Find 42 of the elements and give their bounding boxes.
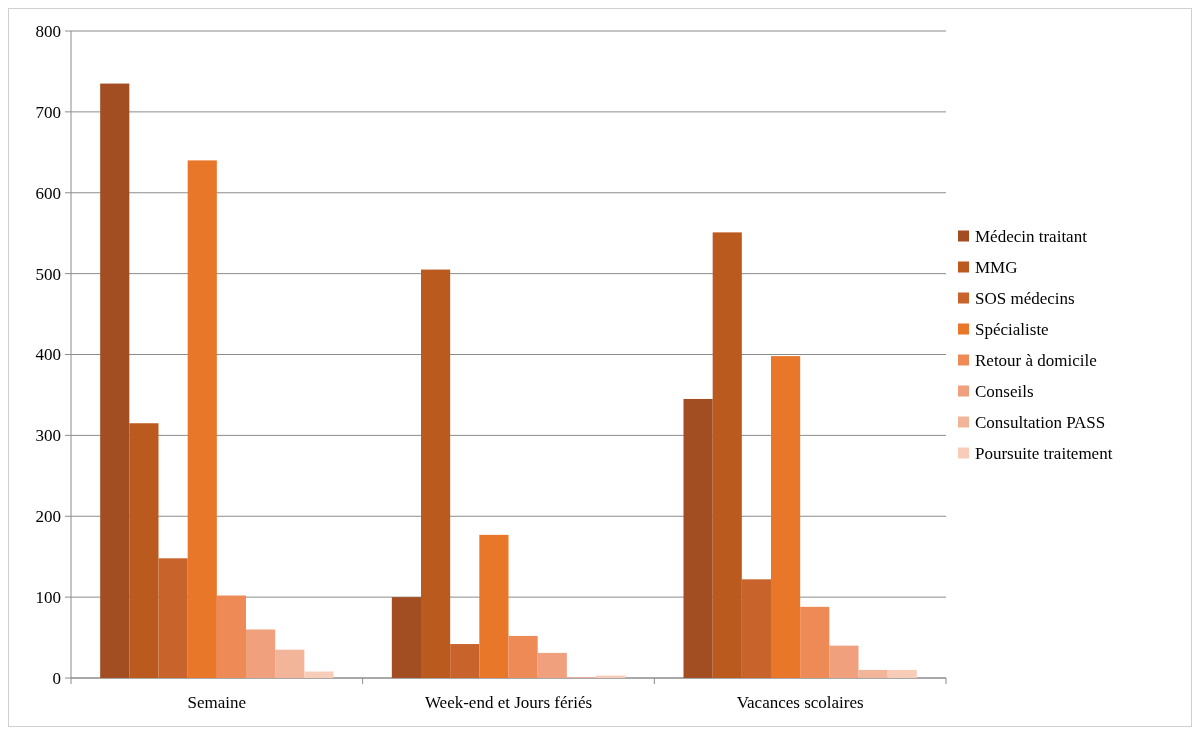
legend-label: Conseils <box>975 382 1034 402</box>
legend-label: Spécialiste <box>975 320 1049 340</box>
bar <box>158 558 188 678</box>
bar <box>887 669 917 678</box>
bar <box>858 669 888 678</box>
legend-label: Poursuite traitement <box>975 444 1113 464</box>
bar <box>100 83 130 678</box>
bar <box>508 635 538 678</box>
bar <box>450 644 480 678</box>
bar <box>771 356 801 678</box>
x-tick-label: Week-end et Jours fériés <box>424 693 593 712</box>
bar <box>741 579 771 678</box>
x-tick-label: Semaine <box>187 693 247 712</box>
x-tick-label: Vacances scolaires <box>736 693 864 712</box>
y-tick-label: 0 <box>52 668 61 688</box>
bar <box>304 671 334 678</box>
y-tick-label: 400 <box>35 345 61 365</box>
y-tick-label: 100 <box>35 588 61 608</box>
bar <box>829 645 859 678</box>
bar <box>683 398 713 678</box>
legend-label: SOS médecins <box>975 289 1075 309</box>
y-tick-label: 600 <box>35 183 61 203</box>
y-tick-label: 200 <box>35 507 61 527</box>
legend-label: Médecin traitant <box>975 227 1088 247</box>
legend-label: Retour à domicile <box>975 351 1097 371</box>
bar <box>421 269 451 678</box>
bar <box>216 595 246 678</box>
bar <box>800 606 830 678</box>
legend-label: Consultation PASS <box>975 413 1106 433</box>
y-tick-label: 500 <box>35 264 61 284</box>
bar <box>246 629 276 678</box>
y-tick-label: 700 <box>35 102 61 122</box>
bar <box>275 649 305 678</box>
bar <box>129 423 159 678</box>
bar <box>391 597 421 678</box>
bar <box>479 534 509 678</box>
bar <box>537 652 567 678</box>
bar <box>712 232 742 678</box>
bar <box>187 160 217 678</box>
y-tick-label: 800 <box>35 21 61 41</box>
legend-label: MMG <box>975 258 1018 278</box>
y-tick-label: 300 <box>35 426 61 446</box>
